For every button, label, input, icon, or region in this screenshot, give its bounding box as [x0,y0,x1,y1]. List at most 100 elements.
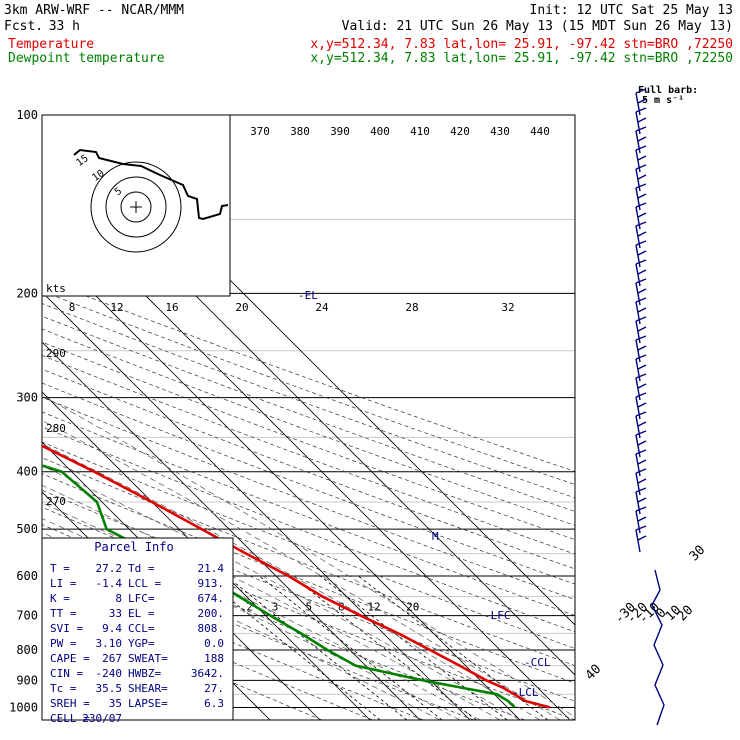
legend-temperature-info: x,y=512.34, 7.83 lat,lon= 25.91, -97.42 … [310,37,733,52]
pressure-label-900: 900 [16,673,38,687]
wind-barb-flag2-4 [637,174,647,180]
wind-barb-flag2-19 [637,459,647,465]
parcel-row-5-value2: 0.0 [204,637,224,650]
wind-barb-flag-20 [635,468,647,474]
parcel-row-7-value: -240 [96,667,123,680]
theta-label-390: 390 [330,125,350,138]
wind-barb-flag-21 [635,487,647,493]
theta-left-label-280: 280 [46,422,66,435]
parcel-row-3-label2: EL = [128,607,155,620]
wind-barb-flag-6 [635,202,647,208]
parcel-row-10-value: 230/07 [82,712,122,725]
moist-adiabat-24 [42,443,541,720]
moist-adiabat-4 [42,532,441,720]
parcel-row-8-label: Tc = [50,682,77,695]
pressure-label-700: 700 [16,609,38,623]
wind-barb-flag-1 [635,107,647,113]
hodo-speed-label-8: 8 [69,301,76,314]
dry-adiabat-360 [42,411,575,616]
isotherm--10 [42,391,371,720]
mixing-label-20: 20 [406,601,419,614]
wind-barb-flag-4 [635,164,647,170]
parcel-row-1-label2: LCL = [128,577,161,590]
parcel-row-8-value2: 27. [204,682,224,695]
wind-barb-flag2-6 [637,212,647,218]
wind-barb-flag2-13 [637,345,647,351]
init-time: Init: 12 UTC Sat 25 May 13 [530,3,734,18]
wind-barb-flag2-18 [637,440,647,446]
lcl-marker: -LCL [512,686,539,699]
plot-frame [41,114,576,721]
mixing-label-12: 12 [367,601,380,614]
wind-barb-flag2-2 [637,136,647,142]
parcel-row-6-label2: SWEAT= [128,652,168,665]
pressure-label-800: 800 [16,643,38,657]
parcel-row-2-label2: LFC= [128,592,155,605]
dry-adiabat-370 [42,396,575,600]
mixing-label-2: 2 [246,601,253,614]
hodo-speed-label-16: 16 [165,301,178,314]
pressure-label-1000: 1000 [9,700,38,714]
hodo-speed-label-32: 32 [501,301,514,314]
parcel-row-6-value: 267 [102,652,122,665]
fcst-value: 33 h [49,19,80,34]
temp-right-label-40: 40 [583,662,605,684]
wind-barb-flag-17 [635,411,647,417]
wind-barb-flag2-3 [637,155,647,161]
wind-barb-flag-10 [635,278,647,284]
wind-barb-flag-15 [635,373,647,379]
moist-adiabat-16 [42,484,501,720]
parcel-info-title: Parcel Info [94,540,173,554]
barb-legend-line1: Full barb: [638,85,698,96]
wind-barb-flag-3 [635,145,647,151]
wind-barb-flag2-9 [637,269,647,275]
theta-label-370: 370 [250,125,270,138]
wind-barb-23 [635,529,641,553]
mixing-label-3: 3 [272,601,279,614]
parcel-row-7-label: CIN = [50,667,83,680]
valid-time: Valid: 21 UTC Sun 26 May 13 (15 MDT Sun … [342,19,733,34]
parcel-row-9-value: 35 [109,697,122,710]
parcel-row-1-label: LI = [50,577,77,590]
mixing-line-2 [200,575,381,720]
wind-barb-flag-19 [635,449,647,455]
wind-barb-flag-12 [635,316,647,322]
wind-barb-lower [651,569,665,726]
parcel-row-7-label2: HWBZ= [128,667,161,680]
parcel-row-5-label: PW = [50,637,77,650]
mid-marker: M [432,530,439,543]
theta-label-410: 410 [410,125,430,138]
wind-barb-flag-23 [635,525,647,531]
parcel-info-box [41,537,234,721]
parcel-row-2-value: 8 [115,592,122,605]
theta-label-400: 400 [370,125,390,138]
theta-label-430: 430 [490,125,510,138]
pressure-label-600: 600 [16,569,38,583]
parcel-row-9-value2: 6.3 [204,697,224,710]
parcel-row-2-label: K = [50,592,70,605]
moist-adiabat-20 [42,465,521,720]
parcel-row-7-value2: 3642. [191,667,224,680]
wind-barb-flag2-1 [637,117,647,123]
parcel-row-6-label: CAPE = [50,652,90,665]
wind-barb-flag2-10 [637,288,647,294]
parcel-row-5-value: 3.10 [96,637,123,650]
wind-barb-flag-2 [635,126,647,132]
parcel-row-4-label: SVI = [50,622,83,635]
wind-barb-flag-16 [635,392,647,398]
temp-right-label-30: 30 [687,543,709,565]
isotherm--80 [0,115,20,720]
hodo-speed-label-20: 20 [235,301,248,314]
mixing-label-5: 5 [305,601,312,614]
parcel-row-0-value2: 21.4 [198,562,225,575]
parcel-row-2-value2: 674. [198,592,225,605]
parcel-row-3-value2: 200. [198,607,225,620]
parcel-row-6-value2: 188 [204,652,224,665]
barb-legend-line2: 5 m s⁻¹ [642,95,684,106]
wind-barb-flag2-23 [637,535,647,541]
dry-adiabat-350 [42,426,575,633]
parcel-row-8-label2: SHEAR= [128,682,168,695]
el-marker: -EL [298,289,318,302]
